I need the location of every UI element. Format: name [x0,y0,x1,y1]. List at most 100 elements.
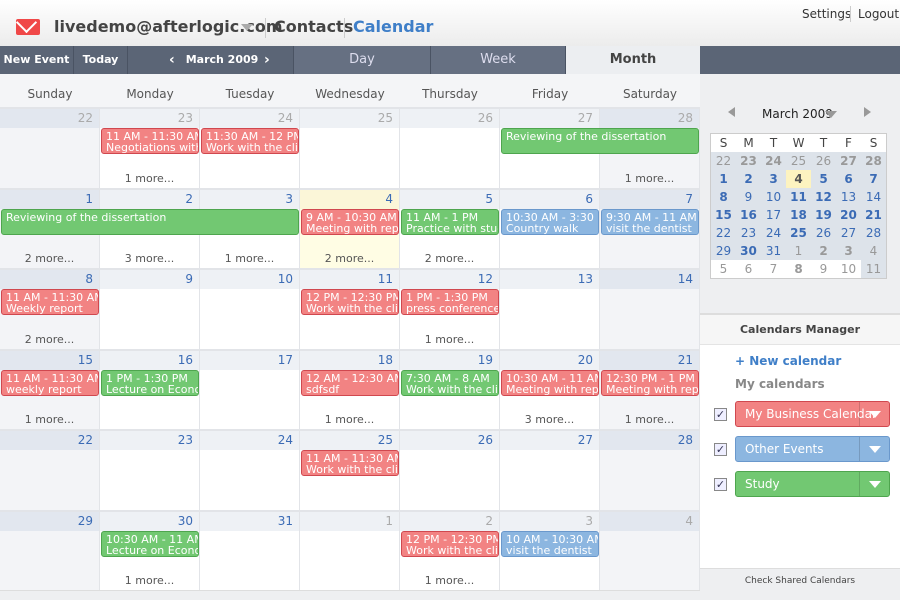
day-number[interactable]: 24 [200,431,299,450]
event[interactable]: Reviewing of the dissertation [501,128,699,154]
day-number[interactable]: 22 [0,109,99,128]
mini-day[interactable]: 2 [744,172,753,186]
mini-day[interactable]: 13 [840,190,857,204]
mini-day[interactable]: 3 [769,172,778,186]
day-number[interactable]: 15 [0,350,99,370]
more-events-link[interactable]: 3 more... [524,413,575,426]
mini-day[interactable]: 25 [790,226,807,240]
day-number[interactable]: 2 [400,511,499,531]
event[interactable]: 12 AM - 12:30 AM sdfsdf [301,369,399,396]
day-number[interactable]: 11 [300,270,399,289]
mini-day[interactable]: 11 [865,262,882,276]
more-events-link[interactable]: 1 more... [424,574,475,587]
mini-day[interactable]: 10 [836,260,861,278]
day-cell[interactable]: 23 [100,431,200,510]
day-cell[interactable]: 25 [300,109,400,188]
day-number[interactable]: 5 [400,189,499,209]
mini-day[interactable]: 1 [794,244,803,258]
mini-day[interactable]: 23 [740,226,757,240]
day-number[interactable]: 29 [0,511,99,531]
day-number[interactable]: 27 [500,431,599,450]
mini-day[interactable]: 24 [765,154,782,168]
day-cell[interactable]: 27 [500,431,600,510]
more-events-link[interactable]: 2 more... [324,252,375,265]
event[interactable]: 10 AM - 10:30 AM visit the dentist [501,530,599,557]
day-cell[interactable]: 28 [600,431,700,510]
mini-day[interactable]: 27 [840,154,857,168]
day-cell[interactable]: 26 [400,109,500,188]
mini-day[interactable]: 5 [711,260,736,278]
day-number[interactable]: 24 [200,109,299,128]
day-number[interactable]: 18 [300,350,399,370]
event[interactable]: 11 AM - 11:30 AM Weekly report [1,289,99,315]
mini-day[interactable]: 19 [815,208,832,222]
day-number[interactable]: 16 [100,350,199,370]
day-number[interactable]: 21 [600,350,699,370]
mini-day[interactable]: 26 [815,154,832,168]
day-number[interactable]: 31 [200,511,299,531]
account-email[interactable]: livedemo@afterlogic.com [54,17,283,36]
mail-icon[interactable] [16,19,40,35]
more-events-link[interactable]: 2 more... [424,252,475,265]
day-number[interactable]: 26 [400,109,499,128]
day-number[interactable]: 8 [0,270,99,289]
day-number[interactable]: 22 [0,431,99,450]
mini-day[interactable]: 11 [790,190,807,204]
day-cell[interactable]: 22 [0,431,100,510]
calendar-checkbox[interactable]: ✓ [714,478,727,491]
day-number[interactable]: 1 [0,189,99,209]
day-number[interactable]: 28 [600,431,699,450]
day-number[interactable]: 23 [100,431,199,450]
more-events-link[interactable]: 1 more... [224,252,275,265]
tab-day[interactable]: Day [293,46,430,74]
day-cell[interactable]: 4 [600,511,700,590]
event[interactable]: 9:30 AM - 11 AM visit the dentist [601,208,699,235]
new-event-button[interactable]: New Event [0,46,74,74]
mini-day[interactable]: 30 [740,244,757,258]
mini-day[interactable]: 20 [840,208,857,222]
mini-prev-icon[interactable] [728,107,735,117]
calendar-checkbox[interactable]: ✓ [714,408,727,421]
mini-day[interactable]: 9 [744,190,753,204]
day-number[interactable]: 4 [300,189,399,209]
mini-day[interactable]: 8 [719,190,728,204]
mini-month-dropdown-icon[interactable] [825,111,837,124]
day-number[interactable]: 7 [600,189,699,209]
day-cell[interactable]: 29 [0,511,100,590]
more-events-link[interactable]: 1 more... [324,413,375,426]
calendar-item[interactable]: My Business Calendar [735,401,890,427]
day-cell[interactable]: 22 [0,109,100,188]
mini-day[interactable]: 2 [819,244,828,258]
mini-day[interactable]: 31 [765,244,782,258]
mini-day[interactable]: 8 [786,260,811,278]
day-number[interactable]: 25 [300,431,399,450]
day-number[interactable]: 17 [200,350,299,370]
calendar-item[interactable]: Other Events [735,436,890,462]
logout-link[interactable]: Logout [858,7,900,21]
day-number[interactable]: 9 [100,270,199,289]
more-events-link[interactable]: 2 more... [24,332,75,346]
day-number[interactable]: 2 [100,189,199,209]
day-number[interactable]: 4 [600,511,699,531]
day-number[interactable]: 23 [100,109,199,128]
calendar-item[interactable]: Study [735,471,890,497]
mini-day[interactable]: 7 [761,260,786,278]
day-number[interactable]: 13 [500,270,599,289]
mini-day[interactable]: 15 [715,208,732,222]
day-number[interactable]: 26 [400,431,499,450]
day-number[interactable]: 19 [400,350,499,370]
mini-day[interactable]: 6 [736,260,761,278]
calendar-menu-dropdown-icon[interactable] [859,437,889,461]
mini-day[interactable]: 3 [844,244,853,258]
mini-day[interactable]: 22 [715,226,732,240]
event[interactable]: 1 PM - 1:30 PM press conference [401,289,499,315]
mini-day[interactable]: 4 [786,170,811,188]
